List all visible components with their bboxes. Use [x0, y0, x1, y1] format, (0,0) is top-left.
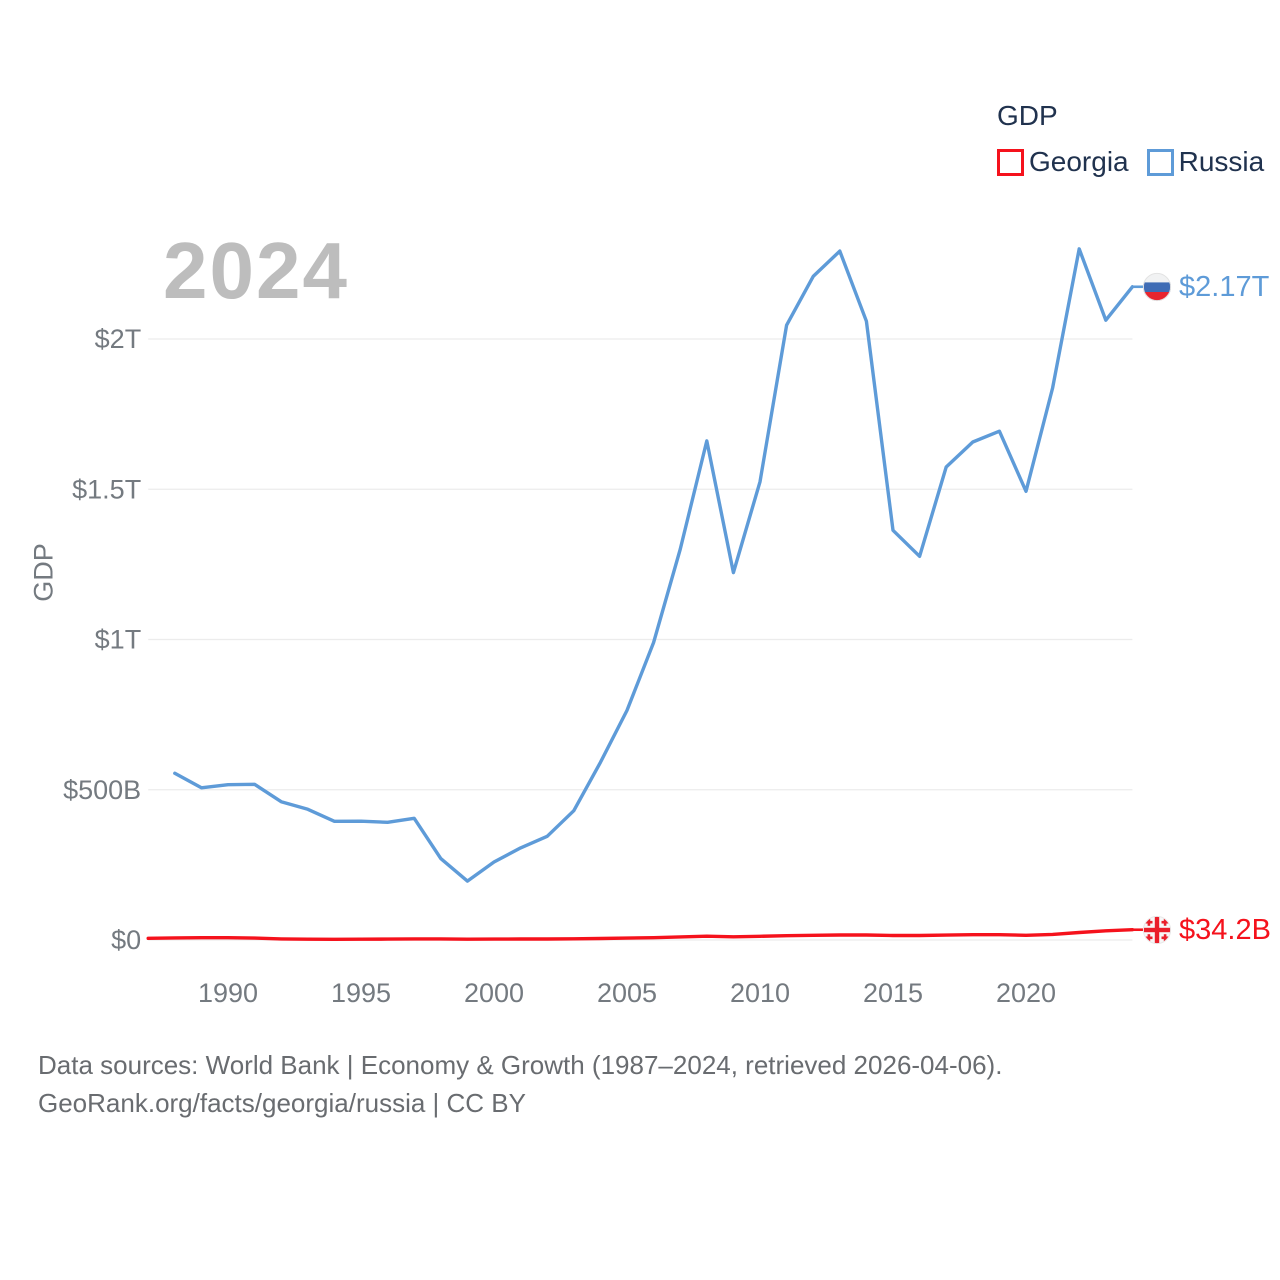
georgia-swatch-icon — [997, 148, 1024, 176]
legend: GDP Georgia Russia — [997, 100, 1264, 178]
x-tick-label: 1990 — [198, 978, 258, 1008]
x-tick-label: 2010 — [730, 978, 790, 1008]
year-watermark: 2024 — [163, 226, 349, 315]
georgia-flag-icon — [1142, 915, 1172, 945]
georgia-end-value: $34.2B — [1179, 914, 1271, 946]
footer-source-line: Data sources: World Bank | Economy & Gro… — [38, 1050, 1003, 1080]
legend-items: Georgia Russia — [997, 146, 1264, 178]
x-tick-label: 1995 — [331, 978, 391, 1008]
y-tick-label: $2T — [95, 324, 142, 354]
x-tick-label: 2005 — [597, 978, 657, 1008]
russia-end-value: $2.17T — [1179, 271, 1270, 303]
russia-end-annotation: $2.17T — [1142, 272, 1269, 302]
russia-flag-icon — [1142, 272, 1172, 302]
x-tick-label: 2000 — [464, 978, 524, 1008]
legend-item-georgia[interactable]: Georgia — [997, 146, 1129, 178]
y-tick-label: $1.5T — [72, 474, 141, 504]
footer-attribution-line: GeoRank.org/facts/georgia/russia | CC BY — [38, 1088, 526, 1118]
y-tick-label: $1T — [95, 625, 142, 655]
series-line-russia — [173, 247, 1135, 883]
georgia-end-annotation: $34.2B — [1142, 915, 1271, 945]
x-tick-label: 2015 — [863, 978, 923, 1008]
legend-label-georgia: Georgia — [1029, 146, 1129, 177]
y-axis-title: GDP — [28, 543, 59, 602]
legend-label-russia: Russia — [1178, 146, 1265, 177]
russia-swatch-icon — [1146, 148, 1174, 176]
legend-item-russia[interactable]: Russia — [1146, 146, 1265, 178]
series-line-georgia — [146, 928, 1135, 941]
y-tick-label: $500B — [63, 775, 141, 805]
x-tick-label: 2020 — [996, 978, 1056, 1008]
y-tick-label: $0 — [111, 925, 141, 955]
legend-title: GDP — [997, 100, 1058, 131]
footer: Data sources: World Bank | Economy & Gro… — [38, 1046, 1002, 1122]
